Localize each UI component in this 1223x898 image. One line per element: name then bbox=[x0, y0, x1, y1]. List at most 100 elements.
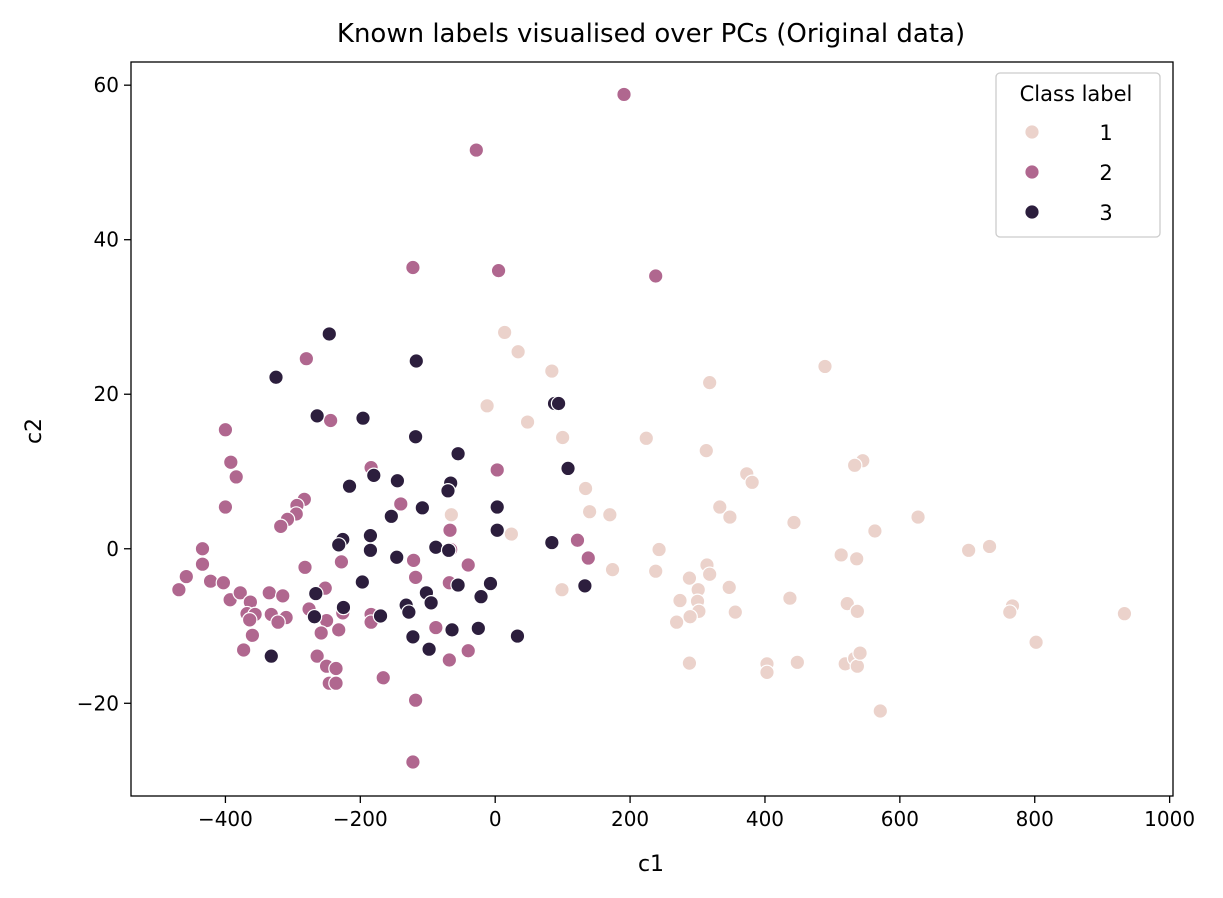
data-point-class-3 bbox=[450, 445, 466, 462]
data-point-class-3 bbox=[560, 460, 576, 477]
data-point-class-1 bbox=[872, 703, 889, 719]
data-point-class-3 bbox=[440, 542, 457, 559]
data-point-class-3 bbox=[306, 608, 323, 625]
data-point-class-3 bbox=[389, 472, 406, 489]
data-point-class-3 bbox=[473, 588, 489, 605]
y-tick-label: 40 bbox=[94, 228, 119, 252]
data-point-class-1 bbox=[668, 614, 685, 630]
data-point-class-2 bbox=[392, 496, 409, 512]
y-tick-label: 20 bbox=[94, 382, 119, 406]
chart-title: Known labels visualised over PCs (Origin… bbox=[337, 19, 965, 49]
data-point-class-1 bbox=[759, 664, 775, 681]
data-point-class-1 bbox=[981, 538, 998, 555]
data-point-class-2 bbox=[270, 614, 286, 630]
data-point-class-3 bbox=[362, 527, 379, 544]
data-point-class-1 bbox=[519, 414, 536, 430]
data-point-class-2 bbox=[569, 532, 586, 549]
data-point-class-2 bbox=[375, 669, 392, 686]
legend-label-class-2: 2 bbox=[1099, 161, 1112, 185]
data-point-class-1 bbox=[744, 474, 760, 491]
data-point-class-3 bbox=[408, 353, 425, 369]
data-point-class-1 bbox=[849, 658, 866, 674]
data-point-class-3 bbox=[341, 478, 358, 494]
data-point-class-3 bbox=[577, 578, 593, 594]
data-point-class-3 bbox=[388, 549, 405, 566]
x-tick-label: 800 bbox=[1016, 807, 1054, 831]
data-point-class-1 bbox=[1001, 604, 1018, 620]
data-point-class-2 bbox=[405, 754, 421, 770]
data-point-class-1 bbox=[848, 551, 865, 567]
x-tick-label: 200 bbox=[611, 807, 649, 831]
data-point-class-2 bbox=[272, 518, 289, 535]
data-point-class-1 bbox=[698, 442, 715, 459]
data-point-class-3 bbox=[444, 622, 460, 638]
data-point-class-3 bbox=[405, 629, 421, 645]
data-point-class-3 bbox=[354, 574, 371, 590]
data-point-class-2 bbox=[442, 522, 458, 539]
data-point-class-3 bbox=[544, 534, 560, 551]
data-point-class-3 bbox=[470, 620, 487, 637]
data-point-class-2 bbox=[274, 588, 291, 604]
data-point-class-3 bbox=[401, 604, 417, 620]
data-point-class-2 bbox=[333, 554, 350, 570]
data-point-class-2 bbox=[171, 581, 187, 598]
data-point-class-2 bbox=[244, 627, 261, 644]
data-point-class-3 bbox=[263, 648, 280, 664]
data-point-class-1 bbox=[672, 592, 688, 609]
data-point-class-2 bbox=[261, 584, 278, 601]
data-point-class-2 bbox=[297, 559, 313, 576]
data-point-class-2 bbox=[322, 412, 339, 429]
data-point-class-2 bbox=[405, 259, 421, 276]
data-point-class-1 bbox=[554, 581, 570, 598]
data-point-class-1 bbox=[503, 526, 520, 542]
x-tick-label: −200 bbox=[333, 807, 388, 831]
data-point-class-1 bbox=[443, 506, 460, 523]
data-point-class-3 bbox=[482, 575, 499, 592]
data-point-class-2 bbox=[298, 350, 315, 367]
legend-label-class-3: 3 bbox=[1099, 201, 1112, 225]
data-point-class-3 bbox=[407, 428, 424, 445]
data-point-class-3 bbox=[423, 595, 439, 611]
y-tick-label: −20 bbox=[77, 691, 119, 715]
data-point-class-2 bbox=[330, 622, 347, 638]
data-point-class-2 bbox=[313, 625, 329, 641]
data-point-class-1 bbox=[849, 603, 866, 620]
data-point-class-3 bbox=[362, 542, 379, 559]
data-point-class-3 bbox=[428, 539, 444, 556]
x-tick-label: 1000 bbox=[1144, 807, 1195, 831]
data-point-class-1 bbox=[577, 480, 594, 497]
data-point-class-1 bbox=[604, 561, 621, 578]
y-tick-label: 0 bbox=[106, 537, 119, 561]
data-point-class-3 bbox=[489, 499, 506, 515]
data-point-class-1 bbox=[681, 655, 698, 671]
data-point-class-1 bbox=[581, 503, 598, 520]
data-point-class-1 bbox=[1028, 634, 1044, 651]
legend-marker-class-2 bbox=[1024, 164, 1040, 180]
data-point-class-1 bbox=[510, 343, 526, 360]
data-point-class-2 bbox=[228, 469, 245, 485]
data-point-class-2 bbox=[215, 574, 232, 591]
data-point-class-1 bbox=[701, 374, 718, 391]
data-point-class-2 bbox=[407, 569, 424, 586]
data-point-class-2 bbox=[328, 660, 344, 677]
data-point-class-1 bbox=[602, 506, 618, 523]
data-point-class-2 bbox=[405, 552, 422, 569]
data-point-class-2 bbox=[328, 675, 344, 691]
data-point-class-3 bbox=[421, 641, 437, 657]
data-point-class-2 bbox=[235, 642, 252, 658]
data-point-class-1 bbox=[554, 429, 571, 446]
data-point-class-1 bbox=[711, 499, 728, 515]
data-point-class-3 bbox=[414, 500, 431, 516]
data-point-class-3 bbox=[550, 395, 567, 412]
data-point-class-1 bbox=[782, 590, 798, 607]
data-point-class-1 bbox=[833, 547, 849, 563]
data-point-class-2 bbox=[178, 568, 195, 585]
plot-area bbox=[130, 61, 1174, 797]
data-point-class-1 bbox=[721, 579, 738, 596]
data-point-class-1 bbox=[651, 541, 667, 558]
data-point-class-2 bbox=[223, 454, 239, 471]
data-point-class-3 bbox=[268, 369, 284, 386]
y-axis-label: c2 bbox=[22, 418, 47, 444]
legend-marker-class-1 bbox=[1024, 124, 1040, 140]
